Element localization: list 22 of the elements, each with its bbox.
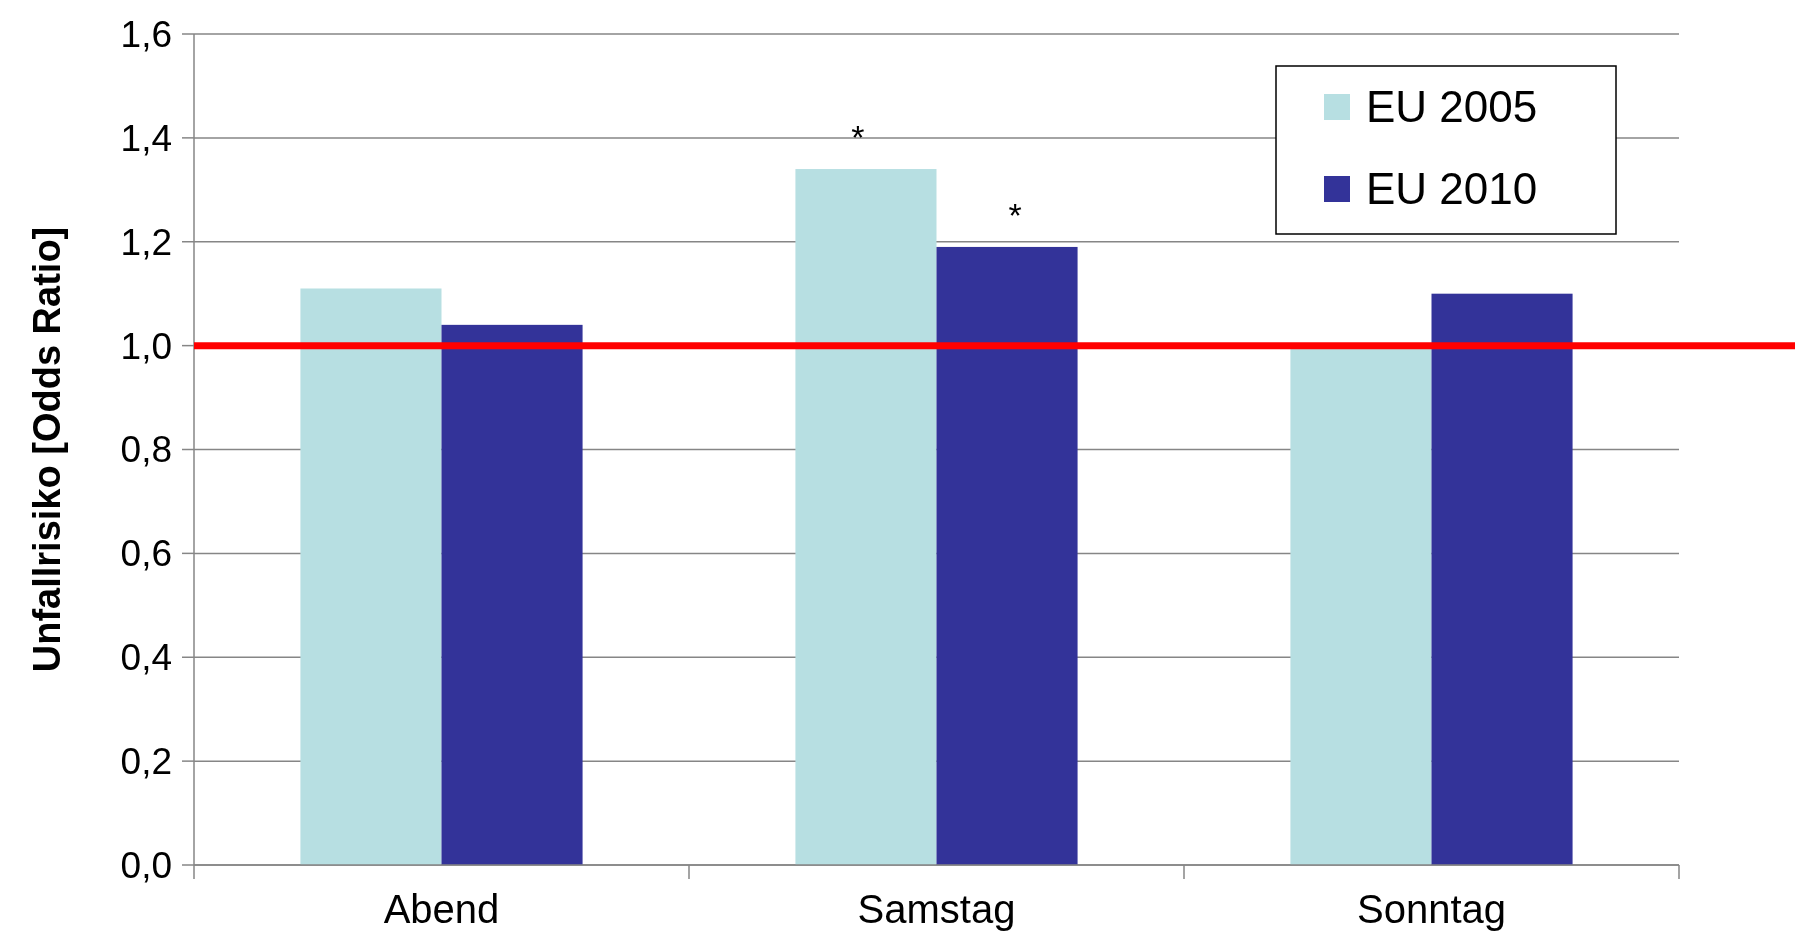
y-tick-label: 0,6 [120, 533, 172, 575]
x-tick-label: Sonntag [1356, 887, 1507, 931]
y-tick-label: 1,4 [120, 117, 172, 159]
y-tick-label: 1,6 [120, 13, 172, 55]
y-axis-title: Unfallrisiko [Odds Ratio] [26, 226, 68, 673]
bar [1431, 293, 1573, 865]
y-tick-label: 0,4 [120, 637, 172, 679]
y-tick-label: 0,2 [120, 741, 172, 783]
bar [441, 324, 583, 865]
y-tick-label: 0,8 [120, 429, 172, 471]
y-tick-label: 0,0 [120, 844, 172, 886]
y-tick-label: 1,0 [120, 325, 172, 367]
legend-label: EU 2005 [1366, 82, 1538, 132]
bar [300, 288, 442, 865]
annotation: * [851, 118, 865, 157]
y-tick-label: 1,2 [120, 221, 172, 263]
x-tick-label: Samstag [857, 887, 1016, 931]
bar [795, 169, 937, 865]
annotation: * [1008, 195, 1022, 234]
x-tick-label: Abend [383, 887, 500, 931]
legend-label: EU 2010 [1366, 164, 1538, 214]
bar [936, 246, 1078, 865]
